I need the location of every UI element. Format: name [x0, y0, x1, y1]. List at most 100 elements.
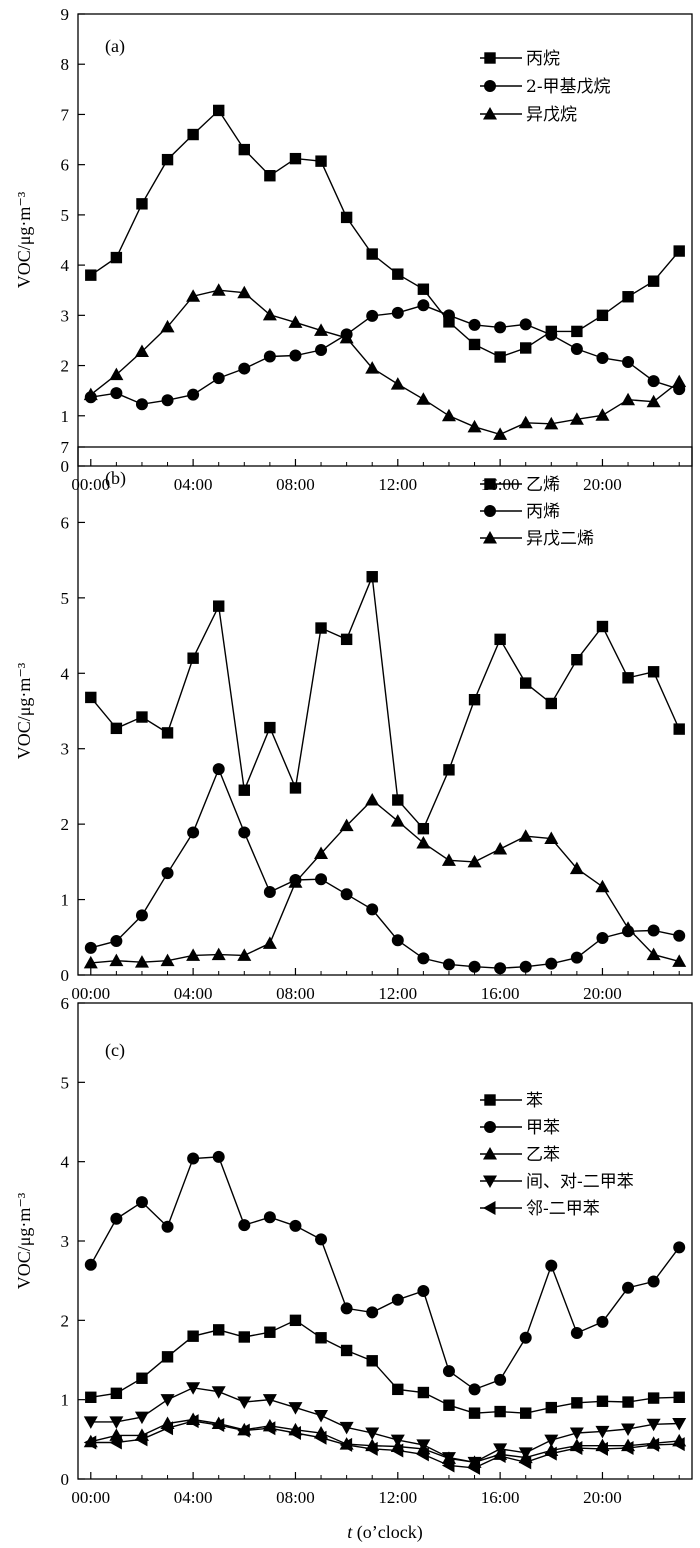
data-point: [417, 1386, 430, 1399]
data-point: [288, 315, 303, 328]
data-point: [365, 793, 380, 806]
data-point: [187, 652, 199, 664]
data-point: [213, 1324, 225, 1336]
data-point: [339, 1421, 354, 1435]
data-point: [673, 1391, 685, 1403]
data-point: [340, 888, 353, 901]
series-line: [90, 1420, 680, 1469]
data-point: [467, 1460, 481, 1475]
data-point: [417, 822, 430, 835]
data-point: [264, 170, 276, 182]
data-point: [443, 764, 455, 776]
x-tick-label: 04:00: [174, 1488, 213, 1507]
data-point: [672, 1417, 687, 1431]
data-point: [238, 826, 251, 839]
data-point: [647, 924, 660, 937]
panel-c: 0 1 2 3 4 5 6 00:00 04:00 08:00 12:00 16:00 20:00 (…: [14, 994, 693, 1543]
x-axis: 00:00 04:00 08:00 12:00 16:00 20:00: [71, 1472, 680, 1507]
y-tick-label: 0: [61, 1470, 70, 1489]
data-point: [365, 1427, 380, 1440]
data-point: [211, 1418, 225, 1433]
data-point: [468, 693, 481, 706]
data-point: [621, 921, 636, 934]
data-point: [366, 248, 378, 260]
data-point: [315, 1332, 327, 1344]
data-point: [595, 408, 610, 421]
data-point: [646, 947, 661, 961]
data-point: [621, 392, 636, 406]
data-point: [83, 955, 98, 969]
series-3: [83, 793, 687, 969]
data-point: [213, 104, 225, 117]
data-point: [646, 1418, 661, 1432]
data-point: [110, 935, 123, 948]
data-point: [570, 951, 583, 964]
data-point: [366, 903, 379, 916]
data-point: [468, 318, 481, 331]
x-tick-label: 12:00: [378, 475, 417, 494]
data-point: [417, 299, 430, 312]
data-point: [545, 1401, 557, 1414]
data-point: [647, 275, 660, 287]
data-point: [519, 960, 532, 973]
x-tick-label: 12:00: [378, 984, 417, 1003]
data-point: [391, 1293, 404, 1306]
data-point: [468, 1383, 481, 1396]
data-point: [570, 342, 583, 355]
data-point: [441, 408, 456, 422]
data-point: [340, 1302, 353, 1315]
panel-label: (c): [105, 1040, 125, 1061]
y-tick-label: 1: [61, 891, 70, 910]
data-point: [416, 1447, 429, 1462]
data-point: [109, 1416, 124, 1429]
data-point: [468, 338, 481, 351]
data-point: [187, 1330, 199, 1342]
y-tick-label: 1: [61, 407, 70, 426]
data-point: [571, 654, 583, 666]
data-point: [392, 794, 404, 806]
legend-label: 2-甲基戊烷: [526, 77, 611, 97]
data-point: [493, 427, 508, 440]
data-point: [366, 571, 378, 583]
data-point: [442, 958, 455, 971]
data-point: [83, 1416, 98, 1429]
data-point: [109, 367, 124, 381]
data-point: [85, 691, 97, 704]
data-point: [160, 1394, 175, 1407]
series-line: [90, 1319, 680, 1414]
data-point: [622, 291, 634, 303]
data-point: [417, 952, 430, 965]
data-point: [315, 1233, 328, 1246]
data-point: [596, 1395, 609, 1407]
data-point: [109, 1435, 122, 1450]
x-tick-label: 04:00: [174, 984, 213, 1003]
data-point: [441, 1452, 456, 1465]
legend-marker: [484, 1094, 496, 1106]
data-point: [83, 1435, 97, 1450]
plot-frame: [77, 13, 693, 467]
data-point: [213, 600, 225, 612]
data-point: [596, 620, 609, 633]
legend-marker: [484, 478, 496, 490]
x-tick-label: 00:00: [71, 475, 110, 494]
data-point: [211, 1386, 226, 1399]
legend-marker: [484, 1121, 496, 1133]
data-point: [672, 374, 687, 388]
y-axis: 0 1 2 3 4 5 6 7 8 9: [61, 5, 85, 476]
data-point: [494, 633, 506, 646]
data-point: [390, 1443, 404, 1458]
data-point: [212, 1150, 225, 1163]
data-point: [288, 1402, 303, 1415]
data-point: [494, 962, 507, 975]
data-point: [135, 398, 148, 411]
data-point: [494, 351, 506, 363]
data-point: [646, 1437, 660, 1452]
data-point: [136, 198, 148, 210]
data-point: [569, 1441, 583, 1456]
data-point: [518, 829, 533, 842]
series-1: [85, 571, 685, 835]
data-point: [160, 953, 175, 967]
